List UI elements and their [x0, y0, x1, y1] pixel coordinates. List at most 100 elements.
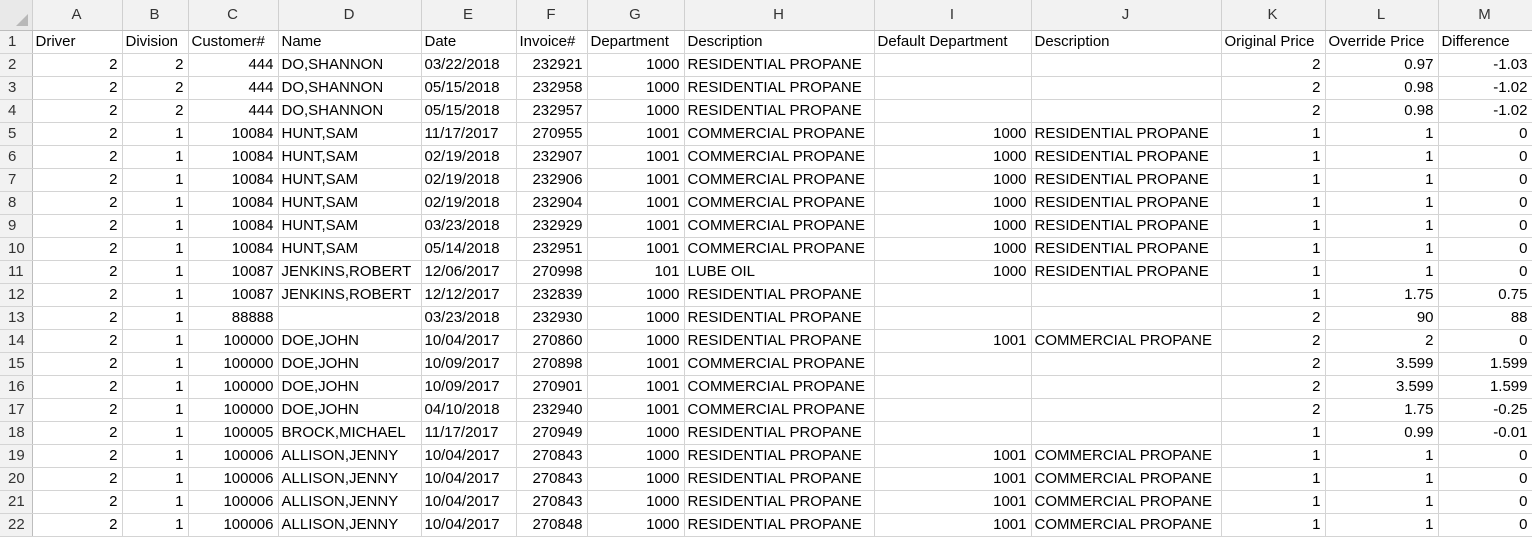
- cell[interactable]: COMMERCIAL PROPANE: [684, 191, 875, 215]
- cell[interactable]: BROCK,MICHAEL: [278, 421, 422, 445]
- cell[interactable]: RESIDENTIAL PROPANE: [1031, 145, 1222, 169]
- cell[interactable]: 270898: [516, 352, 588, 376]
- cell[interactable]: 02/19/2018: [421, 191, 517, 215]
- cell[interactable]: 270998: [516, 260, 588, 284]
- cell[interactable]: 88888: [188, 306, 279, 330]
- header-cell[interactable]: Driver: [32, 30, 123, 54]
- cell[interactable]: 1.75: [1325, 283, 1439, 307]
- cell[interactable]: 1: [1325, 168, 1439, 192]
- cell[interactable]: DOE,JOHN: [278, 375, 422, 399]
- cell[interactable]: -1.02: [1438, 76, 1532, 100]
- cell[interactable]: 1000: [587, 283, 685, 307]
- cell[interactable]: 1000: [587, 444, 685, 468]
- row-header[interactable]: 6: [0, 145, 33, 169]
- cell[interactable]: 0: [1438, 145, 1532, 169]
- cell[interactable]: 2: [32, 467, 123, 491]
- cell[interactable]: 0: [1438, 237, 1532, 261]
- header-cell[interactable]: Name: [278, 30, 422, 54]
- select-all-corner[interactable]: [0, 0, 33, 31]
- cell[interactable]: 0.97: [1325, 53, 1439, 77]
- cell[interactable]: 1: [1325, 145, 1439, 169]
- header-cell[interactable]: Default Department: [874, 30, 1032, 54]
- cell[interactable]: 1000: [874, 237, 1032, 261]
- cell[interactable]: 232930: [516, 306, 588, 330]
- cell[interactable]: 0.99: [1325, 421, 1439, 445]
- row-header[interactable]: 4: [0, 99, 33, 123]
- cell[interactable]: [874, 398, 1032, 422]
- cell[interactable]: COMMERCIAL PROPANE: [1031, 513, 1222, 537]
- cell[interactable]: 10087: [188, 260, 279, 284]
- cell[interactable]: 1: [1221, 214, 1326, 238]
- cell[interactable]: RESIDENTIAL PROPANE: [1031, 260, 1222, 284]
- cell[interactable]: 1000: [587, 306, 685, 330]
- cell[interactable]: 1: [122, 398, 189, 422]
- cell[interactable]: 270949: [516, 421, 588, 445]
- cell[interactable]: 444: [188, 53, 279, 77]
- cell[interactable]: 1001: [874, 467, 1032, 491]
- cell[interactable]: [1031, 76, 1222, 100]
- cell[interactable]: 02/19/2018: [421, 168, 517, 192]
- cell[interactable]: 1000: [587, 76, 685, 100]
- cell[interactable]: [1031, 306, 1222, 330]
- header-cell[interactable]: Original Price: [1221, 30, 1326, 54]
- cell[interactable]: 03/23/2018: [421, 214, 517, 238]
- cell[interactable]: 1: [122, 260, 189, 284]
- cell[interactable]: 2: [32, 260, 123, 284]
- cell[interactable]: 2: [32, 375, 123, 399]
- column-header-d[interactable]: D: [278, 0, 422, 31]
- cell[interactable]: 270843: [516, 490, 588, 514]
- cell[interactable]: [874, 53, 1032, 77]
- cell[interactable]: 2: [32, 513, 123, 537]
- cell[interactable]: 03/22/2018: [421, 53, 517, 77]
- cell[interactable]: 100006: [188, 444, 279, 468]
- cell[interactable]: 1: [122, 122, 189, 146]
- cell[interactable]: 1: [1325, 191, 1439, 215]
- cell[interactable]: 232904: [516, 191, 588, 215]
- cell[interactable]: 1001: [874, 444, 1032, 468]
- cell[interactable]: 1000: [874, 168, 1032, 192]
- cell[interactable]: [1031, 398, 1222, 422]
- cell[interactable]: 11/17/2017: [421, 421, 517, 445]
- cell[interactable]: JENKINS,ROBERT: [278, 260, 422, 284]
- cell[interactable]: 101: [587, 260, 685, 284]
- cell[interactable]: 1: [1325, 513, 1439, 537]
- row-header[interactable]: 2: [0, 53, 33, 77]
- cell[interactable]: 04/10/2018: [421, 398, 517, 422]
- cell[interactable]: DOE,JOHN: [278, 398, 422, 422]
- cell[interactable]: 1001: [587, 214, 685, 238]
- cell[interactable]: [1031, 421, 1222, 445]
- cell[interactable]: 2: [32, 145, 123, 169]
- cell[interactable]: 10084: [188, 214, 279, 238]
- cell[interactable]: 100000: [188, 352, 279, 376]
- cell[interactable]: 1001: [874, 490, 1032, 514]
- cell[interactable]: 2: [32, 122, 123, 146]
- cell[interactable]: 1.599: [1438, 352, 1532, 376]
- cell[interactable]: 2: [1221, 53, 1326, 77]
- cell[interactable]: 1001: [587, 168, 685, 192]
- cell[interactable]: 1: [1325, 467, 1439, 491]
- cell[interactable]: 1: [122, 283, 189, 307]
- cell[interactable]: 1000: [587, 329, 685, 353]
- cell[interactable]: 2: [32, 306, 123, 330]
- cell[interactable]: [874, 76, 1032, 100]
- cell[interactable]: 1: [122, 513, 189, 537]
- cell[interactable]: 100000: [188, 375, 279, 399]
- cell[interactable]: COMMERCIAL PROPANE: [1031, 490, 1222, 514]
- column-header-b[interactable]: B: [122, 0, 189, 31]
- cell[interactable]: 2: [1221, 375, 1326, 399]
- cell[interactable]: 1: [1221, 467, 1326, 491]
- cell[interactable]: 1: [1221, 260, 1326, 284]
- cell[interactable]: 11/17/2017: [421, 122, 517, 146]
- row-header[interactable]: 16: [0, 375, 33, 399]
- cell[interactable]: 100000: [188, 329, 279, 353]
- row-header[interactable]: 13: [0, 306, 33, 330]
- cell[interactable]: COMMERCIAL PROPANE: [1031, 329, 1222, 353]
- cell[interactable]: 0: [1438, 490, 1532, 514]
- header-cell[interactable]: Invoice#: [516, 30, 588, 54]
- cell[interactable]: [278, 306, 422, 330]
- cell[interactable]: 0.75: [1438, 283, 1532, 307]
- cell[interactable]: 2: [32, 76, 123, 100]
- row-header[interactable]: 19: [0, 444, 33, 468]
- cell[interactable]: [874, 375, 1032, 399]
- cell[interactable]: 1: [122, 191, 189, 215]
